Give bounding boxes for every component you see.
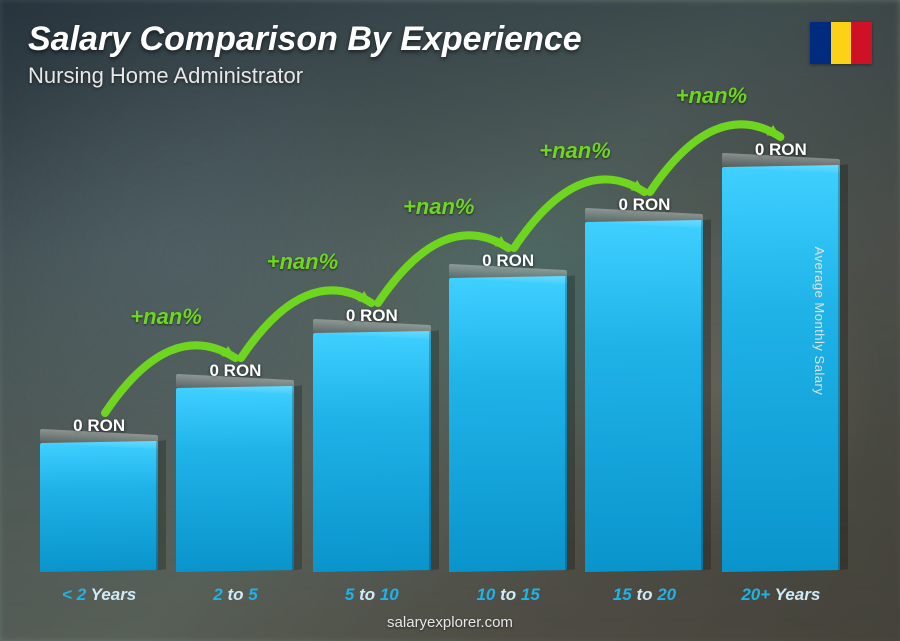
growth-pct-label: +nan% xyxy=(403,194,475,220)
footer-attribution: salaryexplorer.com xyxy=(0,614,900,631)
y-axis-label: Average Monthly Salary xyxy=(812,246,827,395)
bar-slot: 0 RON5 to 10 xyxy=(313,306,431,571)
bar-slot: 0 RON2 to 5 xyxy=(176,361,294,571)
bar-category-label: 5 to 10 xyxy=(313,585,431,605)
bar-chart: 0 RON< 2 Years0 RON2 to 50 RON5 to 100 R… xyxy=(40,111,840,571)
bar-category-label: 10 to 15 xyxy=(449,585,567,605)
bar-category-label: 2 to 5 xyxy=(176,585,294,605)
growth-pct-label: +nan% xyxy=(267,249,339,275)
bar xyxy=(585,220,703,572)
chart-subtitle: Nursing Home Administrator xyxy=(28,63,872,89)
bar-slot: 0 RON< 2 Years xyxy=(40,416,158,571)
bar xyxy=(176,386,294,572)
bar-category-label: < 2 Years xyxy=(40,585,158,605)
chart-title: Salary Comparison By Experience xyxy=(28,20,872,59)
bar-category-label: 15 to 20 xyxy=(585,585,703,605)
flag-stripe-3 xyxy=(851,22,872,64)
header: Salary Comparison By Experience Nursing … xyxy=(28,20,872,89)
bar xyxy=(40,441,158,572)
bar xyxy=(449,276,567,572)
bar-slot: 0 RON10 to 15 xyxy=(449,251,567,571)
growth-pct-label: +nan% xyxy=(130,304,202,330)
flag-stripe-1 xyxy=(810,22,831,64)
growth-pct-label: +nan% xyxy=(539,138,611,164)
bar-category-label: 20+ Years xyxy=(722,585,840,605)
country-flag xyxy=(810,22,872,64)
flag-stripe-2 xyxy=(831,22,852,64)
bar-slot: 0 RON15 to 20 xyxy=(585,195,703,571)
bar xyxy=(313,331,431,572)
